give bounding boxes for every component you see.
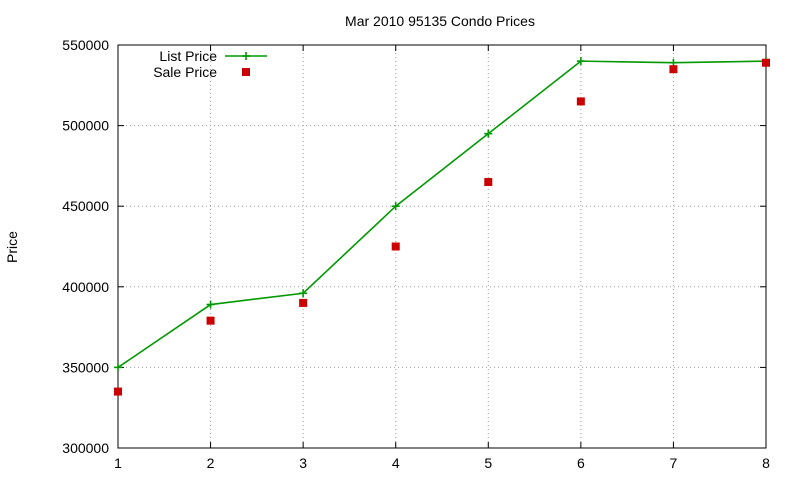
series-group: [114, 57, 770, 396]
grid-lines: [118, 45, 766, 448]
sale-price-point: [114, 387, 122, 396]
list-price-point: [576, 57, 585, 66]
plot-area-border: [117, 44, 767, 449]
sale-price-point: [762, 58, 770, 67]
list-price-point: [299, 289, 308, 298]
y-tick-label: 550000: [62, 37, 109, 53]
x-tick-label: 1: [114, 455, 122, 471]
list-price-point: [484, 129, 493, 138]
legend-marker-list-price: [242, 52, 250, 60]
list-price-point: [114, 363, 122, 372]
sale-price-point: [484, 178, 493, 187]
sale-price-point: [669, 65, 678, 74]
y-tick-label: 450000: [62, 198, 109, 214]
legend-marker-sale-price: [242, 68, 250, 76]
legend-label-sale-price: Sale Price: [153, 64, 217, 80]
sale-price-point: [299, 298, 308, 307]
x-tick-label: 8: [762, 455, 770, 471]
legend: List Price Sale Price: [153, 48, 267, 80]
y-tick-label: 300000: [62, 440, 109, 456]
x-tick-label: 6: [577, 455, 585, 471]
sale-price-point: [576, 97, 585, 106]
sale-price-point: [206, 316, 215, 325]
y-tick-label: 400000: [62, 279, 109, 295]
x-tick-label: 3: [299, 455, 307, 471]
x-tick-label: 7: [670, 455, 678, 471]
x-tick-label: 2: [207, 455, 215, 471]
legend-label-list-price: List Price: [159, 48, 217, 64]
list-price-point: [206, 300, 215, 309]
list-price-line: [117, 60, 767, 369]
y-tick-label: 500000: [62, 118, 109, 134]
y-tick-label: 350000: [62, 359, 109, 375]
list-price-point: [391, 202, 400, 211]
x-tick-label: 4: [392, 455, 400, 471]
sale-price-point: [391, 242, 400, 251]
axis-ticks: 1 2 3 4 5 6 7 8 300000 350000 400000 450000 500000 55…: [62, 37, 770, 471]
chart-title: Mar 2010 95135 Condo Prices: [345, 13, 535, 29]
y-axis-label: Price: [4, 231, 20, 263]
x-tick-label: 5: [484, 455, 492, 471]
